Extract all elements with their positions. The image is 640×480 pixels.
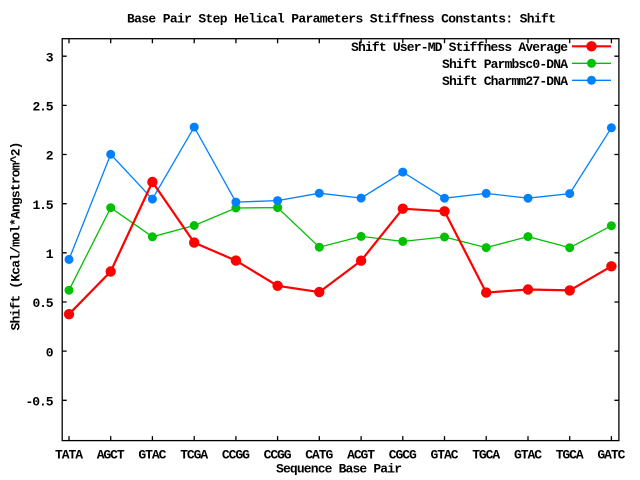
svg-text:AGCT: AGCT xyxy=(97,448,125,463)
svg-text:Base Pair Step Helical Paramet: Base Pair Step Helical Parameters Stiffn… xyxy=(127,12,556,27)
svg-text:TCGA: TCGA xyxy=(180,448,208,463)
svg-text:1.5: 1.5 xyxy=(33,198,54,213)
svg-text:GTAC: GTAC xyxy=(138,448,166,463)
svg-text:CGCG: CGCG xyxy=(389,448,417,463)
svg-text:3: 3 xyxy=(46,50,54,65)
svg-text:CATG: CATG xyxy=(305,448,333,463)
svg-text:0.5: 0.5 xyxy=(33,296,54,311)
svg-text:GATC: GATC xyxy=(597,448,625,463)
svg-text:TATA: TATA xyxy=(55,448,83,463)
svg-text:Shift Charmm27-DNA: Shift Charmm27-DNA xyxy=(442,74,568,89)
svg-text:2.5: 2.5 xyxy=(33,100,54,115)
svg-text:1: 1 xyxy=(46,247,54,262)
svg-text:CCGG: CCGG xyxy=(264,448,292,463)
svg-text:Sequence Base Pair: Sequence Base Pair xyxy=(276,462,402,477)
svg-text:TGCA: TGCA xyxy=(556,448,584,463)
svg-text:Shift (Kcal/mol*Angstrom^2): Shift (Kcal/mol*Angstrom^2) xyxy=(9,142,24,331)
svg-text:GTAC: GTAC xyxy=(431,448,459,463)
svg-text:2: 2 xyxy=(46,149,54,164)
svg-text:TGCA: TGCA xyxy=(472,448,500,463)
svg-text:ACGT: ACGT xyxy=(347,448,375,463)
svg-text:Shift User-MD Stiffness Averag: Shift User-MD Stiffness Average xyxy=(351,40,568,55)
svg-text:GTAC: GTAC xyxy=(514,448,542,463)
svg-text:Shift Parmbsc0-DNA: Shift Parmbsc0-DNA xyxy=(442,57,568,72)
svg-text:0: 0 xyxy=(46,345,54,360)
svg-text:-0.5: -0.5 xyxy=(26,395,54,410)
svg-text:CCGG: CCGG xyxy=(222,448,250,463)
